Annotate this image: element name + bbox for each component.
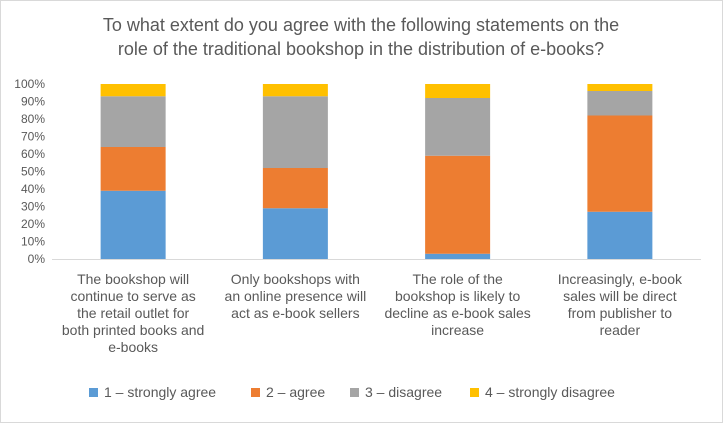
x-category-label: Only bookshops with an online presence wi… <box>225 271 367 321</box>
legend-swatch <box>89 388 98 397</box>
legend-label: 3 – disagree <box>365 384 442 400</box>
x-category-label-line: Only bookshops with <box>231 271 360 287</box>
bar-segment <box>425 155 491 254</box>
x-category-label: The bookshop will continue to serve as the… <box>62 271 204 355</box>
x-category-label-line: e-books <box>108 339 158 355</box>
bar-segment <box>262 208 328 259</box>
y-tick-label: 60% <box>21 147 45 161</box>
x-category-label-line: an online presence will <box>225 288 367 304</box>
legend-label: 2 – agree <box>266 384 325 400</box>
y-tick-label: 30% <box>21 200 45 214</box>
x-category-label-line: continue to serve as <box>70 288 195 304</box>
bar-segment <box>100 190 166 259</box>
y-tick-label: 70% <box>21 130 45 144</box>
legend: 1 – strongly agree 2 – agree 3 – disagree 4… <box>89 384 615 400</box>
y-tick-label: 40% <box>21 182 45 196</box>
x-category-label: Increasingly, e-book sales will be direct… <box>558 271 683 338</box>
x-category-label-line: decline as e-book sales <box>384 305 530 321</box>
chart-title: To what extent do you agree with the fol… <box>103 15 619 59</box>
y-tick-label: 20% <box>21 217 45 231</box>
x-category-label-line: reader <box>600 322 641 338</box>
bar-segment <box>100 147 166 191</box>
x-category-label-line: act as e-book sellers <box>231 305 359 321</box>
bar-segment <box>587 211 653 259</box>
x-category-label-line: increase <box>431 322 484 338</box>
x-category-label-line: sales will be direct <box>563 288 677 304</box>
x-category-label: The role of the bookshop is likely to decl… <box>384 271 530 338</box>
bars <box>100 84 653 259</box>
legend-swatch <box>470 388 479 397</box>
legend-label: 1 – strongly agree <box>104 384 216 400</box>
y-tick-label: 50% <box>21 165 45 179</box>
bar-segment <box>587 115 653 212</box>
bar-segment <box>425 253 491 259</box>
bar-segment <box>262 96 328 168</box>
bar-segment <box>100 84 166 97</box>
bar-segment <box>587 84 653 91</box>
y-axis: 0% 10% 20% 30% 40% 50% 60% 70% 80% 90% 100% <box>14 77 45 266</box>
y-tick-label: 80% <box>21 112 45 126</box>
bar-segment <box>425 98 491 156</box>
x-category-label-line: bookshop is likely to <box>395 288 521 304</box>
chart-title-line: role of the traditional bookshop in the … <box>118 39 604 59</box>
legend-label: 4 – strongly disagree <box>485 384 615 400</box>
x-category-label-line: Increasingly, e-book <box>558 271 683 287</box>
y-tick-label: 90% <box>21 95 45 109</box>
x-axis: The bookshop will continue to serve as the… <box>52 259 701 355</box>
bar-segment <box>262 168 328 209</box>
legend-swatch <box>350 388 359 397</box>
x-category-label-line: both printed books and <box>62 322 204 338</box>
x-category-label-line: the retail outlet for <box>77 305 189 321</box>
legend-swatch <box>251 388 260 397</box>
y-tick-label: 100% <box>14 77 45 91</box>
x-category-label-line: The bookshop will <box>77 271 189 287</box>
bar-segment <box>262 84 328 97</box>
x-category-label-line: The role of the <box>412 271 502 287</box>
y-tick-label: 0% <box>28 252 46 266</box>
x-category-label-line: from publisher to <box>568 305 672 321</box>
bar-segment <box>100 96 166 147</box>
y-tick-label: 10% <box>21 235 45 249</box>
bar-segment <box>587 91 653 116</box>
chart-title-line: To what extent do you agree with the fol… <box>103 15 619 35</box>
bar-segment <box>425 84 491 98</box>
